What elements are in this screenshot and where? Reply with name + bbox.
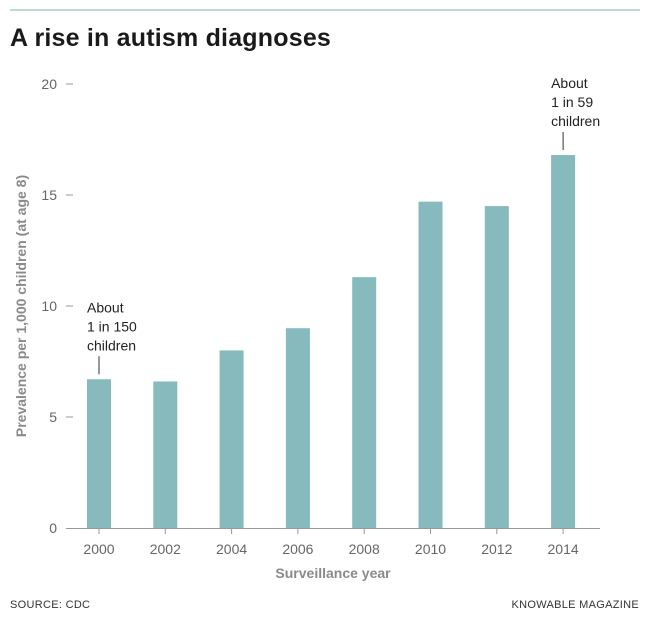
y-axis: 0 5 10 15 20 [41,76,73,536]
bar [153,381,178,528]
bar [219,350,244,528]
y-axis-title: Prevalence per 1,000 children (at age 8) [13,175,29,437]
y-tick-label: 5 [49,409,57,425]
annotation-text: 1 in 150 [87,318,137,334]
annotation-text: children [551,113,600,129]
bar [285,328,310,528]
x-axis: 2000 2002 2004 2006 2008 2010 2012 2014 [66,528,600,557]
bar [87,379,111,528]
source-credit: SOURCE: CDC [10,599,91,611]
annotation-text: About [87,299,124,315]
y-tick-label: 0 [49,520,57,536]
x-tick-label: 2008 [349,541,380,557]
annotation-text: About [551,75,588,91]
y-tick-label: 15 [41,187,57,203]
bar [352,277,377,528]
publisher-credit: KNOWABLE MAGAZINE [511,599,639,611]
bars [87,155,576,529]
annotations: About 1 in 150 children About 1 in 59 childre… [87,75,600,375]
x-tick-label: 2004 [216,541,247,557]
bar [551,155,576,529]
x-tick-label: 2010 [415,541,446,557]
x-tick-label: 2006 [282,541,313,557]
x-tick-label: 2002 [150,541,181,557]
x-tick-label: 2000 [83,541,114,557]
y-tick-label: 20 [41,76,57,92]
annotation-text: 1 in 59 [551,94,593,110]
annotation-text: children [87,337,136,353]
top-rule [10,9,640,11]
bar [418,201,443,528]
x-tick-label: 2014 [548,541,579,557]
x-axis-title: Surveillance year [275,565,391,581]
y-tick-label: 10 [41,298,57,314]
bar [484,206,509,528]
chart-title: A rise in autism diagnoses [10,24,332,52]
x-tick-label: 2012 [481,541,512,557]
